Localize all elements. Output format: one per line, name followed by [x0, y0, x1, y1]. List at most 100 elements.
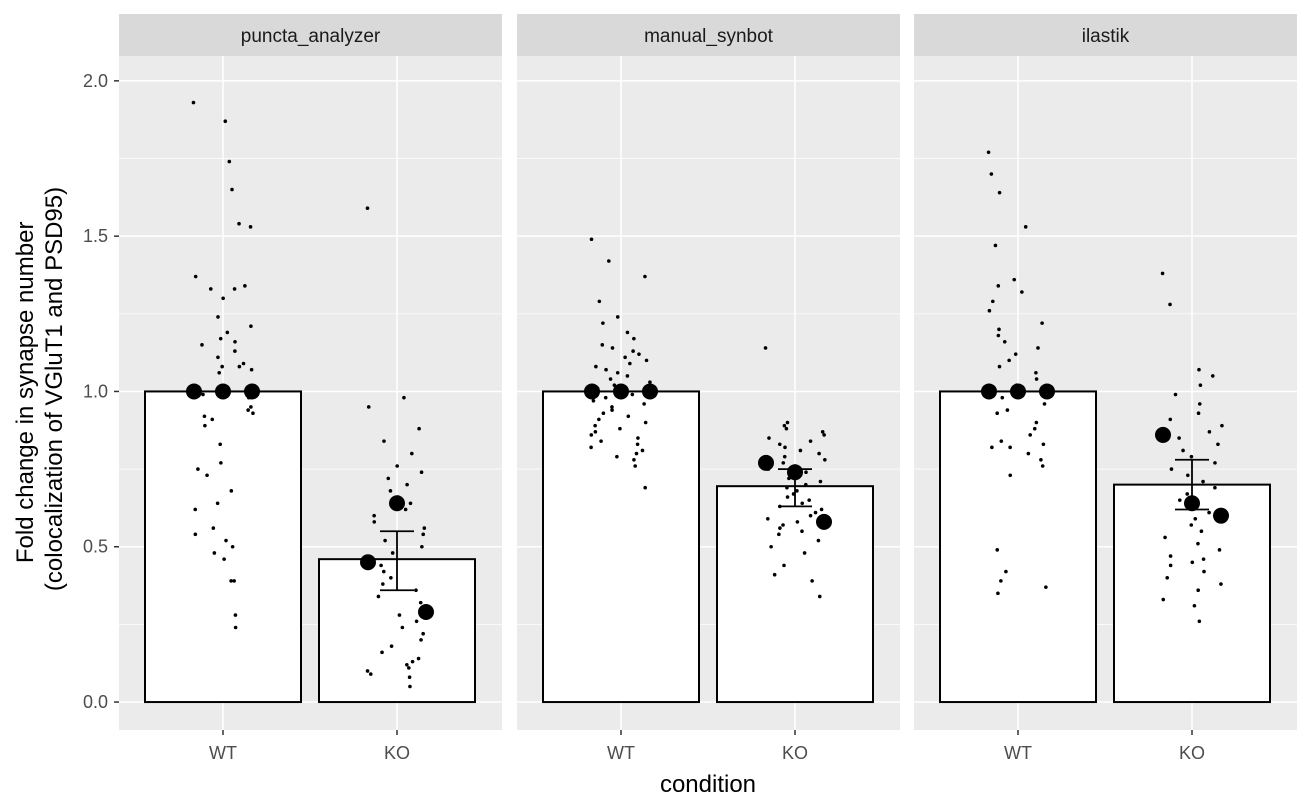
y-axis: 0.0 0.5 1.0 1.5 2.0: [83, 71, 119, 712]
x-tick-label: KO: [384, 743, 410, 763]
data-point: [633, 464, 637, 468]
data-point: [593, 423, 597, 428]
data-point: [1213, 461, 1217, 465]
y-axis-title-line-2: (colocalization of VGluT1 and PSD95): [41, 187, 68, 591]
data-point: [631, 349, 635, 353]
data-point: [372, 520, 377, 524]
data-point: [785, 495, 790, 499]
data-point: [642, 402, 646, 406]
data-point: [243, 284, 247, 288]
y-tick-label: 0.5: [83, 537, 108, 557]
data-point: [218, 336, 223, 341]
data-point: [368, 672, 373, 676]
data-point: [766, 516, 770, 521]
data-point: [823, 457, 827, 462]
data-point: [777, 442, 782, 447]
data-point: [1219, 582, 1223, 586]
data-point: [1007, 358, 1011, 363]
data-point: [795, 520, 800, 524]
data-point: [417, 426, 421, 431]
data-point: [248, 225, 253, 229]
x-tick-label: WT: [1004, 743, 1032, 763]
data-point: [372, 513, 376, 518]
data-point: [1004, 569, 1008, 574]
data-point: [1217, 548, 1222, 552]
data-point: [249, 405, 253, 409]
replicate-mean-point: [1213, 507, 1229, 524]
replicate-mean-point: [360, 554, 376, 571]
data-point: [1161, 597, 1166, 602]
data-point: [390, 551, 395, 555]
data-point: [193, 274, 198, 279]
data-point: [784, 426, 789, 431]
data-point: [640, 448, 645, 453]
data-point: [594, 364, 598, 369]
data-point: [1041, 442, 1046, 447]
data-point: [1169, 467, 1174, 471]
data-point: [380, 650, 384, 655]
data-point: [808, 513, 813, 518]
y-axis-title: Fold change in synapse number (colocaliz…: [12, 187, 68, 591]
data-point: [810, 579, 814, 583]
facet-strip-label: manual_synbot: [644, 26, 774, 47]
data-point: [600, 343, 605, 347]
data-point: [403, 507, 408, 512]
data-point: [382, 569, 386, 574]
data-point: [1168, 554, 1173, 558]
data-point: [414, 619, 419, 624]
data-point: [601, 411, 606, 415]
data-point: [237, 364, 242, 369]
data-point: [996, 591, 1000, 596]
data-point: [410, 451, 414, 456]
replicate-mean-point: [758, 454, 774, 471]
data-point: [227, 159, 232, 164]
data-point: [1160, 271, 1165, 276]
data-point: [783, 445, 787, 450]
data-point: [618, 426, 622, 431]
data-point: [1196, 541, 1200, 546]
data-point: [995, 411, 999, 415]
data-point: [225, 330, 230, 335]
data-point: [1201, 557, 1206, 561]
data-point: [644, 358, 649, 363]
data-point: [400, 625, 405, 630]
data-point: [1168, 563, 1173, 568]
data-point: [414, 588, 418, 593]
bar: [1113, 483, 1271, 704]
data-point: [1207, 510, 1211, 515]
data-point: [1044, 585, 1048, 589]
data-point: [781, 523, 785, 527]
data-point: [1005, 408, 1010, 412]
data-point: [230, 187, 234, 192]
data-point: [230, 544, 235, 549]
data-point: [648, 380, 652, 384]
data-point: [1163, 535, 1167, 540]
replicate-mean-point: [418, 603, 434, 620]
data-point: [215, 501, 220, 506]
data-point: [997, 327, 1001, 332]
data-point: [193, 532, 198, 537]
data-point: [1034, 371, 1038, 375]
data-point: [610, 408, 614, 412]
data-point: [1168, 417, 1173, 422]
replicate-mean-point: [389, 495, 405, 512]
data-point: [229, 489, 234, 493]
data-point: [1197, 619, 1202, 624]
data-point: [196, 467, 200, 471]
data-point: [589, 237, 594, 242]
bar: [144, 390, 302, 704]
replicate-mean-point: [584, 383, 600, 400]
data-point: [817, 594, 822, 599]
data-point: [1165, 576, 1170, 580]
data-point: [1042, 402, 1047, 406]
y-tick-label: 1.0: [83, 381, 108, 401]
data-point: [769, 544, 773, 549]
data-point: [1034, 377, 1039, 381]
data-point: [807, 498, 811, 502]
facet-strip: [517, 14, 900, 56]
data-point: [219, 461, 223, 465]
data-point: [1040, 464, 1045, 468]
data-point: [201, 392, 205, 397]
data-point: [1020, 290, 1024, 294]
facet-strip-label: ilastik: [1082, 26, 1130, 47]
